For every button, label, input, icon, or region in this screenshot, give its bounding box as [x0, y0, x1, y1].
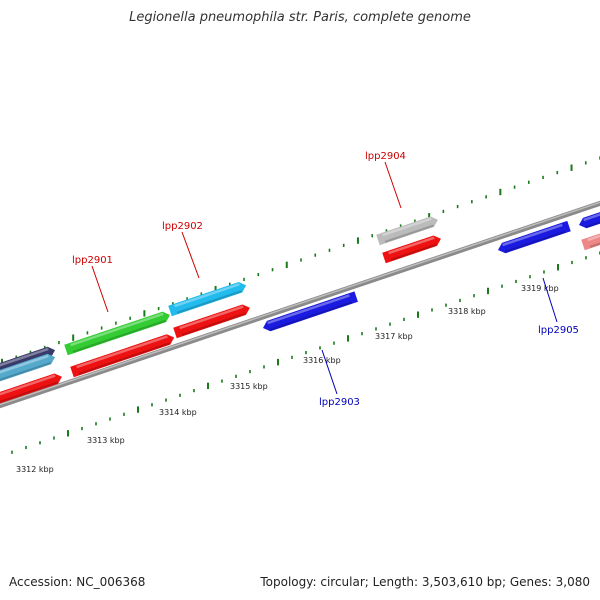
gene-arrow-teal: [0, 353, 56, 385]
gene-arrow-lpp2902: [168, 282, 247, 317]
gene-arrow-lpp2905: [498, 220, 571, 254]
gene-label-lpp2901: lpp2901: [72, 255, 113, 313]
leader-line: [542, 277, 558, 323]
gene-label-lpp2904: lpp2904: [365, 151, 406, 209]
leader-line: [321, 349, 338, 395]
gene-label-text: lpp2904: [365, 151, 406, 162]
scale-tick-labels: 3312 kbp 3313 kbp 3314 kbp 3315 kbp 3316 kbp…: [16, 284, 559, 474]
scale-tick-label: 3314 kbp: [159, 408, 197, 417]
gene-label-text: lpp2902: [162, 221, 203, 232]
gene-label-text: lpp2905: [538, 325, 579, 336]
gene-arrow-lpp2903: [263, 291, 358, 332]
accession-text: Accession: NC_006368: [9, 575, 146, 589]
gene-arrow-red-2901: [70, 334, 175, 378]
genome-summary-text: Topology: circular; Length: 3,503,610 bp…: [260, 575, 590, 589]
leader-line: [181, 231, 200, 279]
gene-arrow-pink: [581, 232, 600, 251]
scale-tick-label: 3319 kbp: [521, 284, 559, 293]
scale-tick-label: 3312 kbp: [16, 465, 54, 474]
gene-label-lpp2902: lpp2902: [162, 221, 203, 279]
gene-label-lpp2905: lpp2905: [538, 277, 579, 336]
gene-arrow-red-2904: [382, 235, 441, 264]
upper-tick-row: [1, 156, 600, 366]
gene-label-text: lpp2901: [72, 255, 113, 266]
scale-tick-label: 3316 kbp: [303, 356, 341, 365]
scale-tick-label: 3313 kbp: [87, 436, 125, 445]
gene-arrow-right-edge: [579, 209, 600, 229]
gene-labels: lpp2901 lpp2902 lpp2904 lpp2903 lpp2905: [72, 151, 579, 408]
leader-line: [91, 265, 109, 313]
gene-label-text: lpp2903: [319, 397, 360, 408]
gene-arrow-red-left: [0, 373, 62, 407]
genome-backbone: [0, 200, 600, 409]
lower-tick-row: [11, 251, 600, 454]
gene-label-lpp2903: lpp2903: [319, 349, 360, 408]
gene-arrow-red-2902: [173, 304, 250, 339]
scale-tick-label: 3315 kbp: [230, 382, 268, 391]
scale-tick-label: 3318 kbp: [448, 307, 486, 316]
gene-arrow-lpp2904: [376, 216, 438, 246]
leader-line: [384, 161, 402, 209]
map-title: Legionella pneumophila str. Paris, compl…: [129, 10, 471, 25]
scale-tick-label: 3317 kbp: [375, 332, 413, 341]
gene-arrow-lpp2901: [64, 311, 170, 356]
